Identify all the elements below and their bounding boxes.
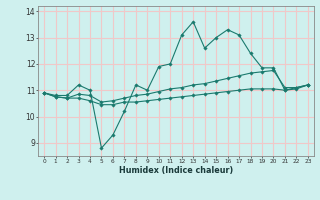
X-axis label: Humidex (Indice chaleur): Humidex (Indice chaleur) — [119, 166, 233, 175]
